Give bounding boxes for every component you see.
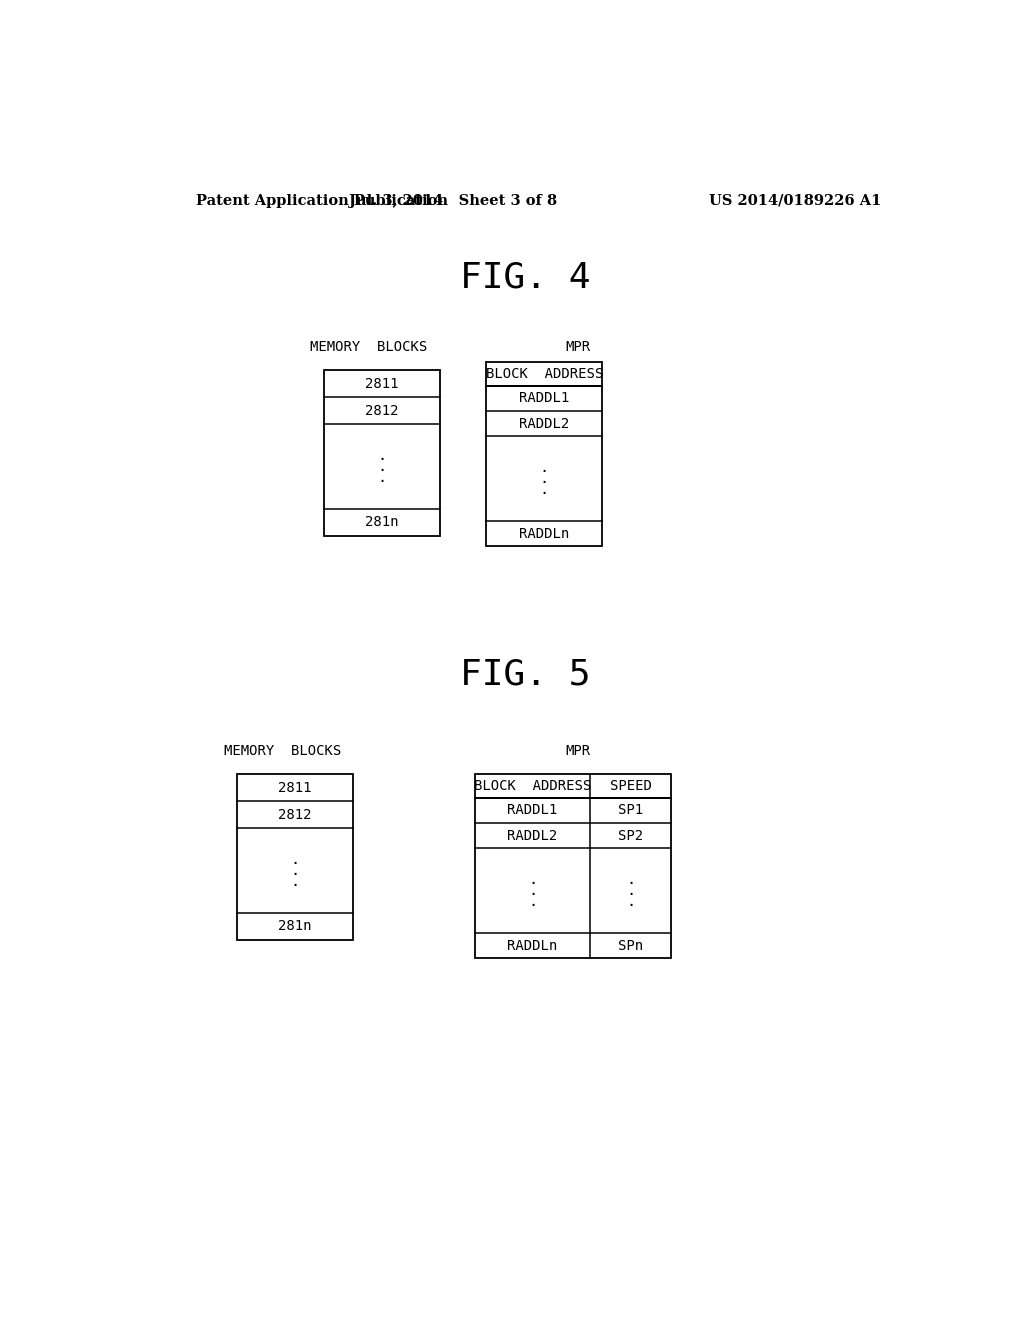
Bar — [237, 775, 352, 940]
Text: .: . — [528, 883, 538, 898]
Text: 2811: 2811 — [278, 781, 311, 795]
Text: 281n: 281n — [278, 920, 311, 933]
Text: RADDLn: RADDLn — [519, 527, 569, 541]
Text: Jul. 3, 2014   Sheet 3 of 8: Jul. 3, 2014 Sheet 3 of 8 — [349, 194, 557, 207]
Text: .: . — [528, 894, 538, 909]
Text: .: . — [378, 447, 387, 463]
Text: .: . — [290, 863, 299, 878]
Text: .: . — [626, 883, 635, 898]
Text: .: . — [378, 459, 387, 474]
Text: RADDL1: RADDL1 — [519, 391, 569, 405]
Text: .: . — [626, 873, 635, 887]
Text: .: . — [626, 894, 635, 909]
Text: MPR: MPR — [565, 341, 590, 354]
Text: FIG. 5: FIG. 5 — [460, 657, 590, 692]
Text: SP1: SP1 — [618, 803, 643, 817]
Text: .: . — [540, 461, 549, 475]
Bar — [486, 385, 602, 546]
Text: RADDLn: RADDLn — [508, 939, 558, 953]
Bar — [486, 363, 602, 385]
Text: MEMORY  BLOCKS: MEMORY BLOCKS — [309, 341, 427, 354]
Text: US 2014/0189226 A1: US 2014/0189226 A1 — [710, 194, 882, 207]
Text: BLOCK  ADDRESS: BLOCK ADDRESS — [485, 367, 603, 381]
Text: 2812: 2812 — [278, 808, 311, 822]
Text: BLOCK  ADDRESS: BLOCK ADDRESS — [474, 779, 591, 793]
Text: .: . — [290, 853, 299, 867]
Bar — [475, 775, 672, 797]
Text: RADDL2: RADDL2 — [508, 829, 558, 842]
Text: MEMORY  BLOCKS: MEMORY BLOCKS — [224, 744, 342, 758]
Bar — [324, 370, 440, 536]
Text: .: . — [378, 470, 387, 484]
Text: .: . — [540, 482, 549, 498]
Text: MPR: MPR — [565, 744, 590, 758]
Text: .: . — [528, 873, 538, 887]
Text: FIG. 4: FIG. 4 — [460, 261, 590, 294]
Text: SPEED: SPEED — [609, 779, 651, 793]
Text: 281n: 281n — [366, 515, 399, 529]
Text: RADDL2: RADDL2 — [519, 417, 569, 430]
Text: .: . — [290, 874, 299, 888]
Text: SPn: SPn — [618, 939, 643, 953]
Bar — [475, 797, 672, 958]
Text: 2812: 2812 — [366, 404, 399, 417]
Text: RADDL1: RADDL1 — [508, 803, 558, 817]
Text: SP2: SP2 — [618, 829, 643, 842]
Text: Patent Application Publication: Patent Application Publication — [197, 194, 449, 207]
Text: 2811: 2811 — [366, 376, 399, 391]
Text: .: . — [540, 471, 549, 486]
